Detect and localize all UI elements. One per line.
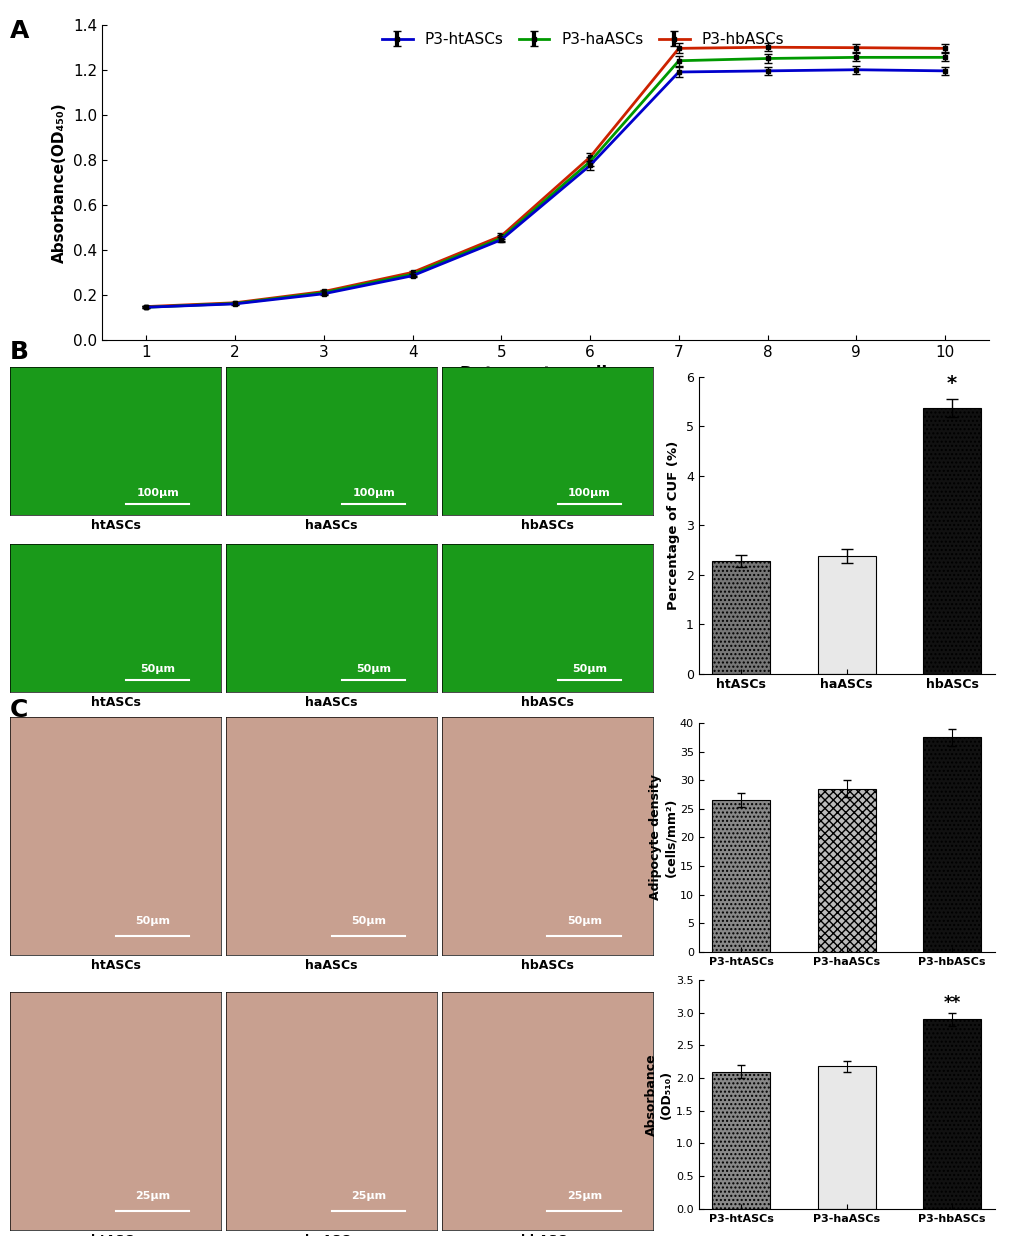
Text: 50μm: 50μm bbox=[567, 916, 601, 926]
X-axis label: Date post seeding: Date post seeding bbox=[460, 366, 631, 383]
Text: 25μm: 25μm bbox=[135, 1192, 170, 1201]
Text: htASCs: htASCs bbox=[91, 959, 141, 971]
Text: haASCs: haASCs bbox=[305, 959, 358, 971]
Text: 50μm: 50μm bbox=[572, 665, 606, 675]
Text: htASCs: htASCs bbox=[91, 519, 141, 533]
Text: 25μm: 25μm bbox=[351, 1192, 385, 1201]
Y-axis label: Adipocyte density
(cells/mm²): Adipocyte density (cells/mm²) bbox=[648, 775, 677, 900]
Legend: P3-htASCs, P3-haASCs, P3-hbASCs: P3-htASCs, P3-haASCs, P3-hbASCs bbox=[375, 26, 790, 53]
Y-axis label: Absorbance
(OD₅₁₀): Absorbance (OD₅₁₀) bbox=[645, 1053, 673, 1136]
Text: C: C bbox=[10, 698, 29, 722]
Text: B: B bbox=[10, 340, 30, 363]
Text: 50μm: 50μm bbox=[356, 665, 390, 675]
Bar bbox=[817, 1067, 874, 1209]
Text: 100μm: 100μm bbox=[352, 488, 394, 498]
Text: hbASCs: hbASCs bbox=[521, 696, 574, 709]
Y-axis label: Percentage of CUF (%): Percentage of CUF (%) bbox=[666, 441, 680, 609]
Bar bbox=[711, 561, 769, 674]
Bar bbox=[922, 408, 980, 674]
Text: 50μm: 50μm bbox=[141, 665, 175, 675]
Text: hbASCs: hbASCs bbox=[521, 519, 574, 533]
Text: htASCs: htASCs bbox=[91, 1234, 141, 1236]
Text: 50μm: 50μm bbox=[135, 916, 170, 926]
Text: 50μm: 50μm bbox=[351, 916, 385, 926]
Text: haASCs: haASCs bbox=[305, 1234, 358, 1236]
Bar bbox=[711, 1072, 769, 1209]
Text: **: ** bbox=[943, 994, 960, 1011]
Text: 100μm: 100μm bbox=[568, 488, 610, 498]
Text: 25μm: 25μm bbox=[567, 1192, 601, 1201]
Bar bbox=[922, 1020, 980, 1209]
Text: A: A bbox=[10, 19, 30, 42]
Text: 100μm: 100μm bbox=[137, 488, 179, 498]
Bar bbox=[817, 789, 874, 952]
Text: haASCs: haASCs bbox=[305, 519, 358, 533]
Text: htASCs: htASCs bbox=[91, 696, 141, 709]
Text: haASCs: haASCs bbox=[305, 696, 358, 709]
Text: *: * bbox=[946, 373, 956, 393]
Y-axis label: Absorbance(OD₄₅₀): Absorbance(OD₄₅₀) bbox=[52, 103, 67, 262]
Bar bbox=[711, 800, 769, 952]
Text: hbASCs: hbASCs bbox=[521, 959, 574, 971]
Text: hbASCs: hbASCs bbox=[521, 1234, 574, 1236]
Bar bbox=[817, 556, 874, 674]
Bar bbox=[922, 738, 980, 952]
